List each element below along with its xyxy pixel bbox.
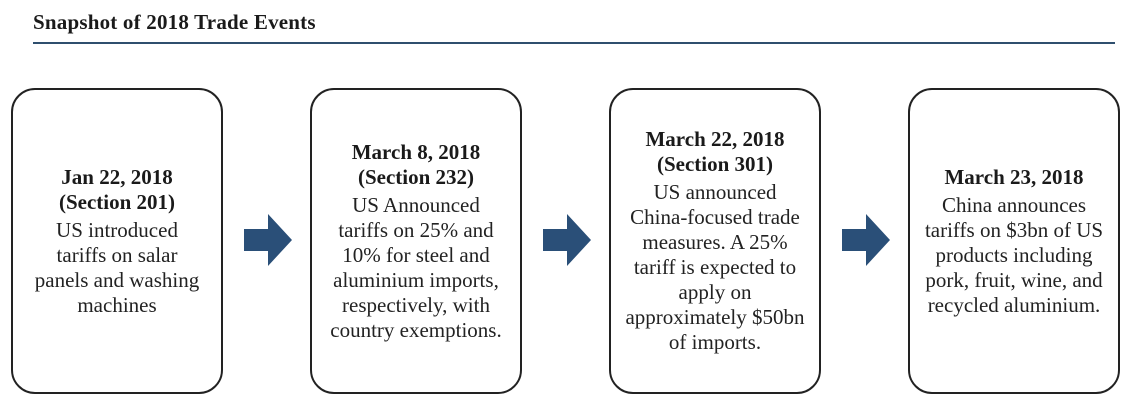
page-title: Snapshot of 2018 Trade Events <box>33 10 316 34</box>
event-date-line: March 22, 2018 <box>645 127 785 151</box>
event-box-march-8: March 8, 2018 (Section 232) US Announced… <box>310 88 522 394</box>
event-date: March 8, 2018 (Section 232) <box>352 140 481 190</box>
title-underline <box>33 42 1115 44</box>
event-section-line: (Section 201) <box>58 189 176 214</box>
event-date-line: Jan 22, 2018 <box>61 164 173 189</box>
right-arrow-icon <box>842 214 890 266</box>
event-section-line: (Section 301) <box>656 152 774 176</box>
event-box-march-23: March 23, 2018 China announces tariffs o… <box>908 88 1120 394</box>
right-arrow-icon <box>543 214 591 266</box>
event-date: March 22, 2018 (Section 301) <box>645 127 784 177</box>
event-date-line: March 8, 2018 <box>351 139 481 164</box>
event-section-line: (Section 232) <box>357 164 475 189</box>
event-description: US introduced tariffs on salar panels an… <box>34 217 200 317</box>
event-description: US Announced tariffs on 25% and 10% for … <box>330 192 502 342</box>
event-description: US announced China-focused trade measure… <box>625 180 805 354</box>
event-box-march-22: March 22, 2018 (Section 301) US announce… <box>609 88 821 394</box>
event-description: China announces tariffs on $3bn of US pr… <box>924 192 1104 317</box>
event-date: Jan 22, 2018 (Section 201) <box>59 165 175 215</box>
event-date: March 23, 2018 <box>944 165 1083 190</box>
event-date-line: March 23, 2018 <box>944 164 1084 189</box>
event-box-jan-22: Jan 22, 2018 (Section 201) US introduced… <box>11 88 223 394</box>
right-arrow-icon <box>244 214 292 266</box>
